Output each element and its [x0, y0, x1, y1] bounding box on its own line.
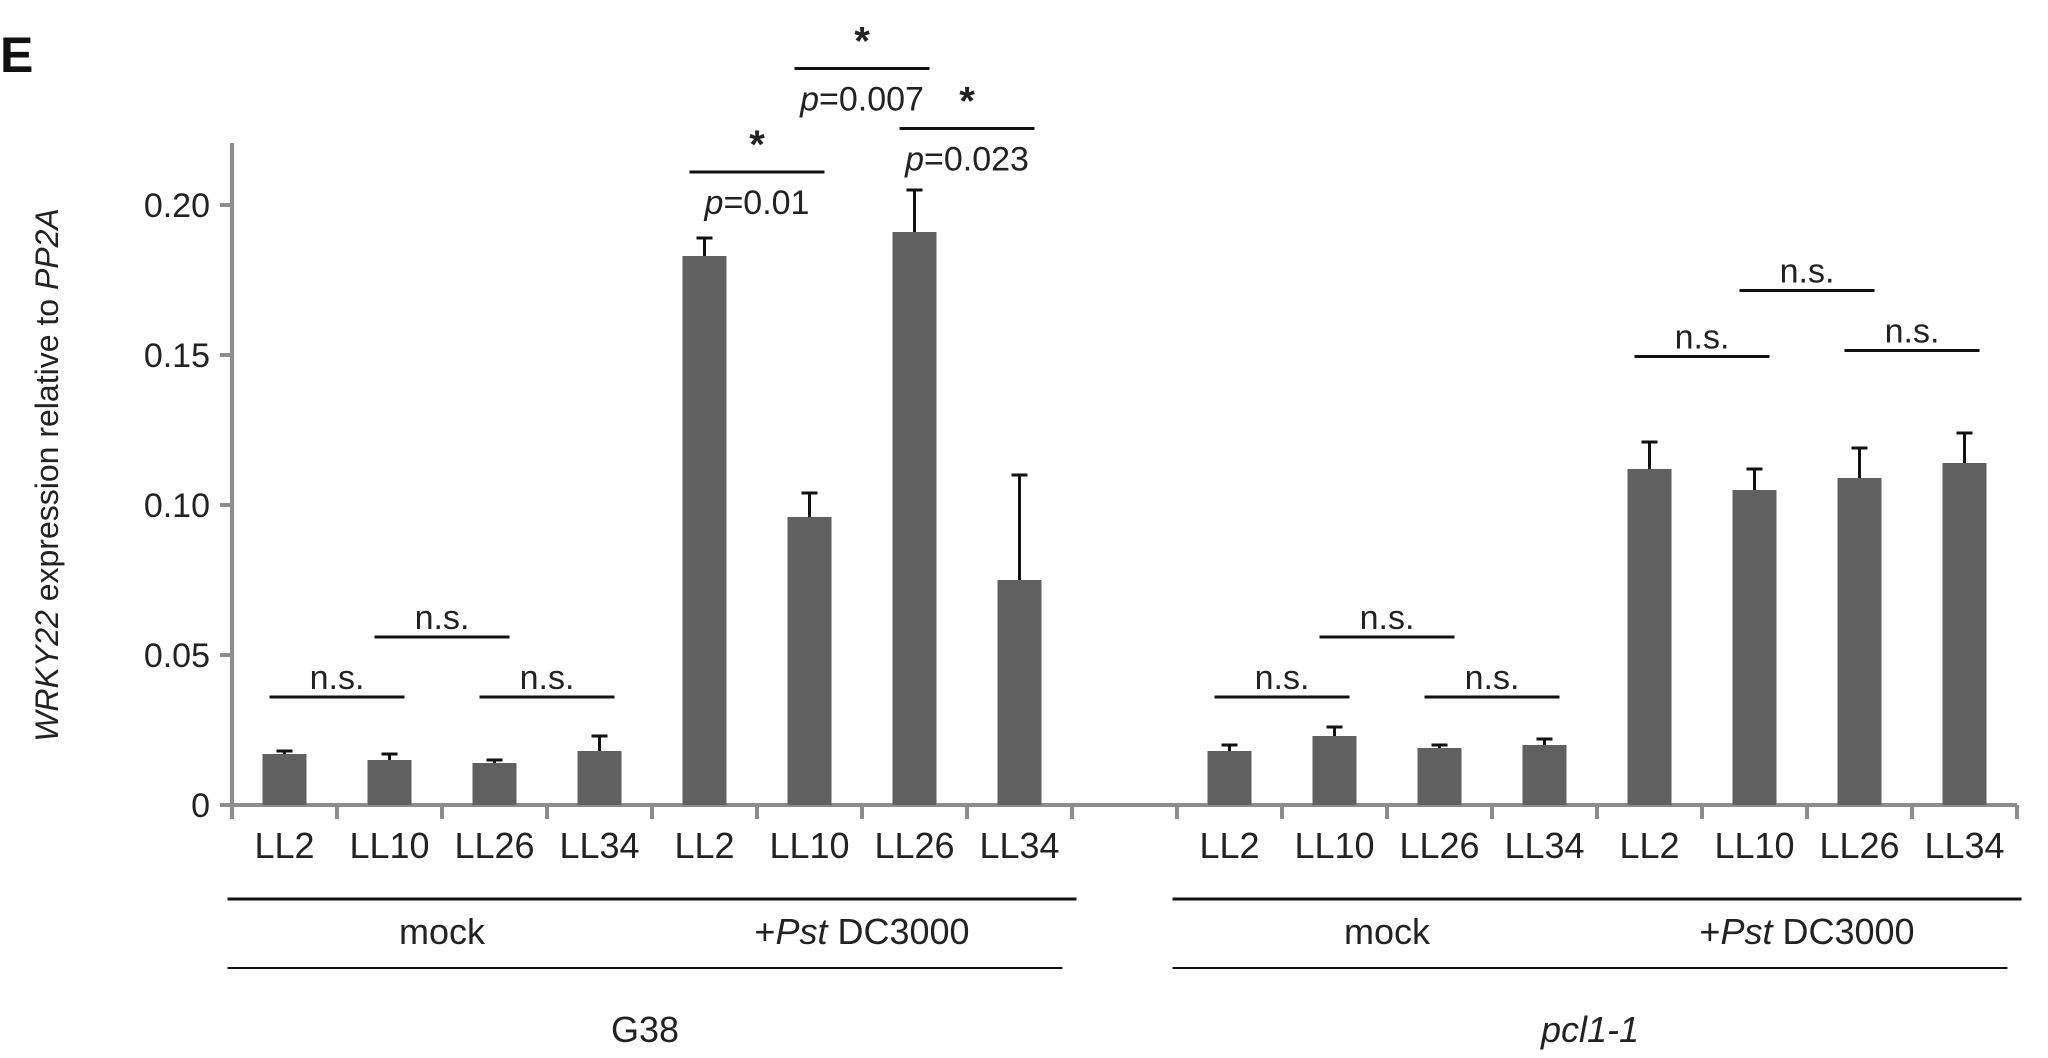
ns-label: n.s. [1360, 599, 1415, 637]
bar [682, 256, 727, 805]
bar [367, 760, 412, 805]
x-tick-label: LL10 [1294, 825, 1374, 866]
treatment-label: +Pst DC3000 [754, 911, 969, 952]
x-tick-label: LL10 [1714, 825, 1794, 866]
p-value-label: p=0.007 [799, 81, 924, 119]
ns-label: n.s. [1780, 253, 1835, 291]
x-axis [230, 803, 2019, 819]
bar [1627, 469, 1672, 805]
bar [1942, 463, 1987, 805]
y-axis: 0 0.05 0.10 0.15 0.20 [144, 143, 234, 825]
y-axis-label: WRKY22 expression relative to PP2A [29, 208, 65, 742]
x-tick-label: LL26 [454, 825, 534, 866]
ns-label: n.s. [520, 659, 575, 697]
genotype-label: pcl1-1 [1540, 1009, 1639, 1050]
bar [787, 517, 832, 805]
x-tick-label: LL2 [254, 825, 314, 866]
bars [262, 232, 1987, 805]
y-tick-label: 0.10 [144, 487, 210, 525]
x-tick-label: LL10 [349, 825, 429, 866]
bar [577, 751, 622, 805]
bar [1312, 736, 1357, 805]
bar [262, 754, 307, 805]
genotype-label: G38 [611, 1009, 679, 1050]
y-tick-label: 0 [191, 787, 210, 825]
ns-label: n.s. [415, 599, 470, 637]
x-tick-label: LL2 [1199, 825, 1259, 866]
bar [1522, 745, 1567, 805]
x-tick-labels: LL2 LL10 LL26 LL34 LL2 LL10 LL26 LL34 LL2 LL10 LL2… [254, 825, 2004, 866]
p-value-label: p=0.01 [704, 184, 810, 222]
significance-star: * [854, 20, 870, 64]
x-tick-label: LL10 [769, 825, 849, 866]
bar [892, 232, 937, 805]
treatment-label: +Pst DC3000 [1699, 911, 1914, 952]
error-bars [276, 188, 1973, 763]
bar [1732, 490, 1777, 805]
y-tick-label: 0.15 [144, 337, 210, 375]
x-tick-label: LL2 [674, 825, 734, 866]
panel-label: E [0, 27, 33, 83]
treatment-label: mock [399, 911, 486, 952]
y-axis-title: WRKY22 expression relative to PP2A [29, 208, 65, 742]
bar [997, 580, 1042, 805]
bar [1417, 748, 1462, 805]
bar [1837, 478, 1882, 805]
significance-annotations: n.s. n.s. n.s. * p=0.01 * p=0.007 * p=0.023 n.s. n… [269, 20, 1980, 699]
significance-star: * [749, 123, 765, 167]
bar [472, 763, 517, 805]
significance-star: * [959, 80, 975, 124]
ns-label: n.s. [1675, 319, 1730, 357]
x-tick-label: LL26 [874, 825, 954, 866]
genotype-groups: G38 pcl1-1 [227, 967, 2008, 1050]
y-tick-label: 0.20 [144, 187, 210, 225]
treatment-label: mock [1344, 911, 1431, 952]
y-tick-label: 0.05 [144, 637, 210, 675]
x-tick-label: LL34 [1924, 825, 2004, 866]
x-tick-label: LL34 [1504, 825, 1584, 866]
x-tick-label: LL26 [1819, 825, 1899, 866]
ns-label: n.s. [1465, 659, 1520, 697]
p-value-label: p=0.023 [904, 141, 1029, 179]
treatment-groups: mock +Pst DC3000 mock +Pst DC3000 [227, 897, 2022, 952]
x-tick-label: LL26 [1399, 825, 1479, 866]
ns-label: n.s. [310, 659, 365, 697]
ns-label: n.s. [1885, 313, 1940, 351]
x-tick-label: LL2 [1619, 825, 1679, 866]
x-tick-label: LL34 [559, 825, 639, 866]
ns-label: n.s. [1255, 659, 1310, 697]
bar [1207, 751, 1252, 805]
x-tick-label: LL34 [979, 825, 1059, 866]
